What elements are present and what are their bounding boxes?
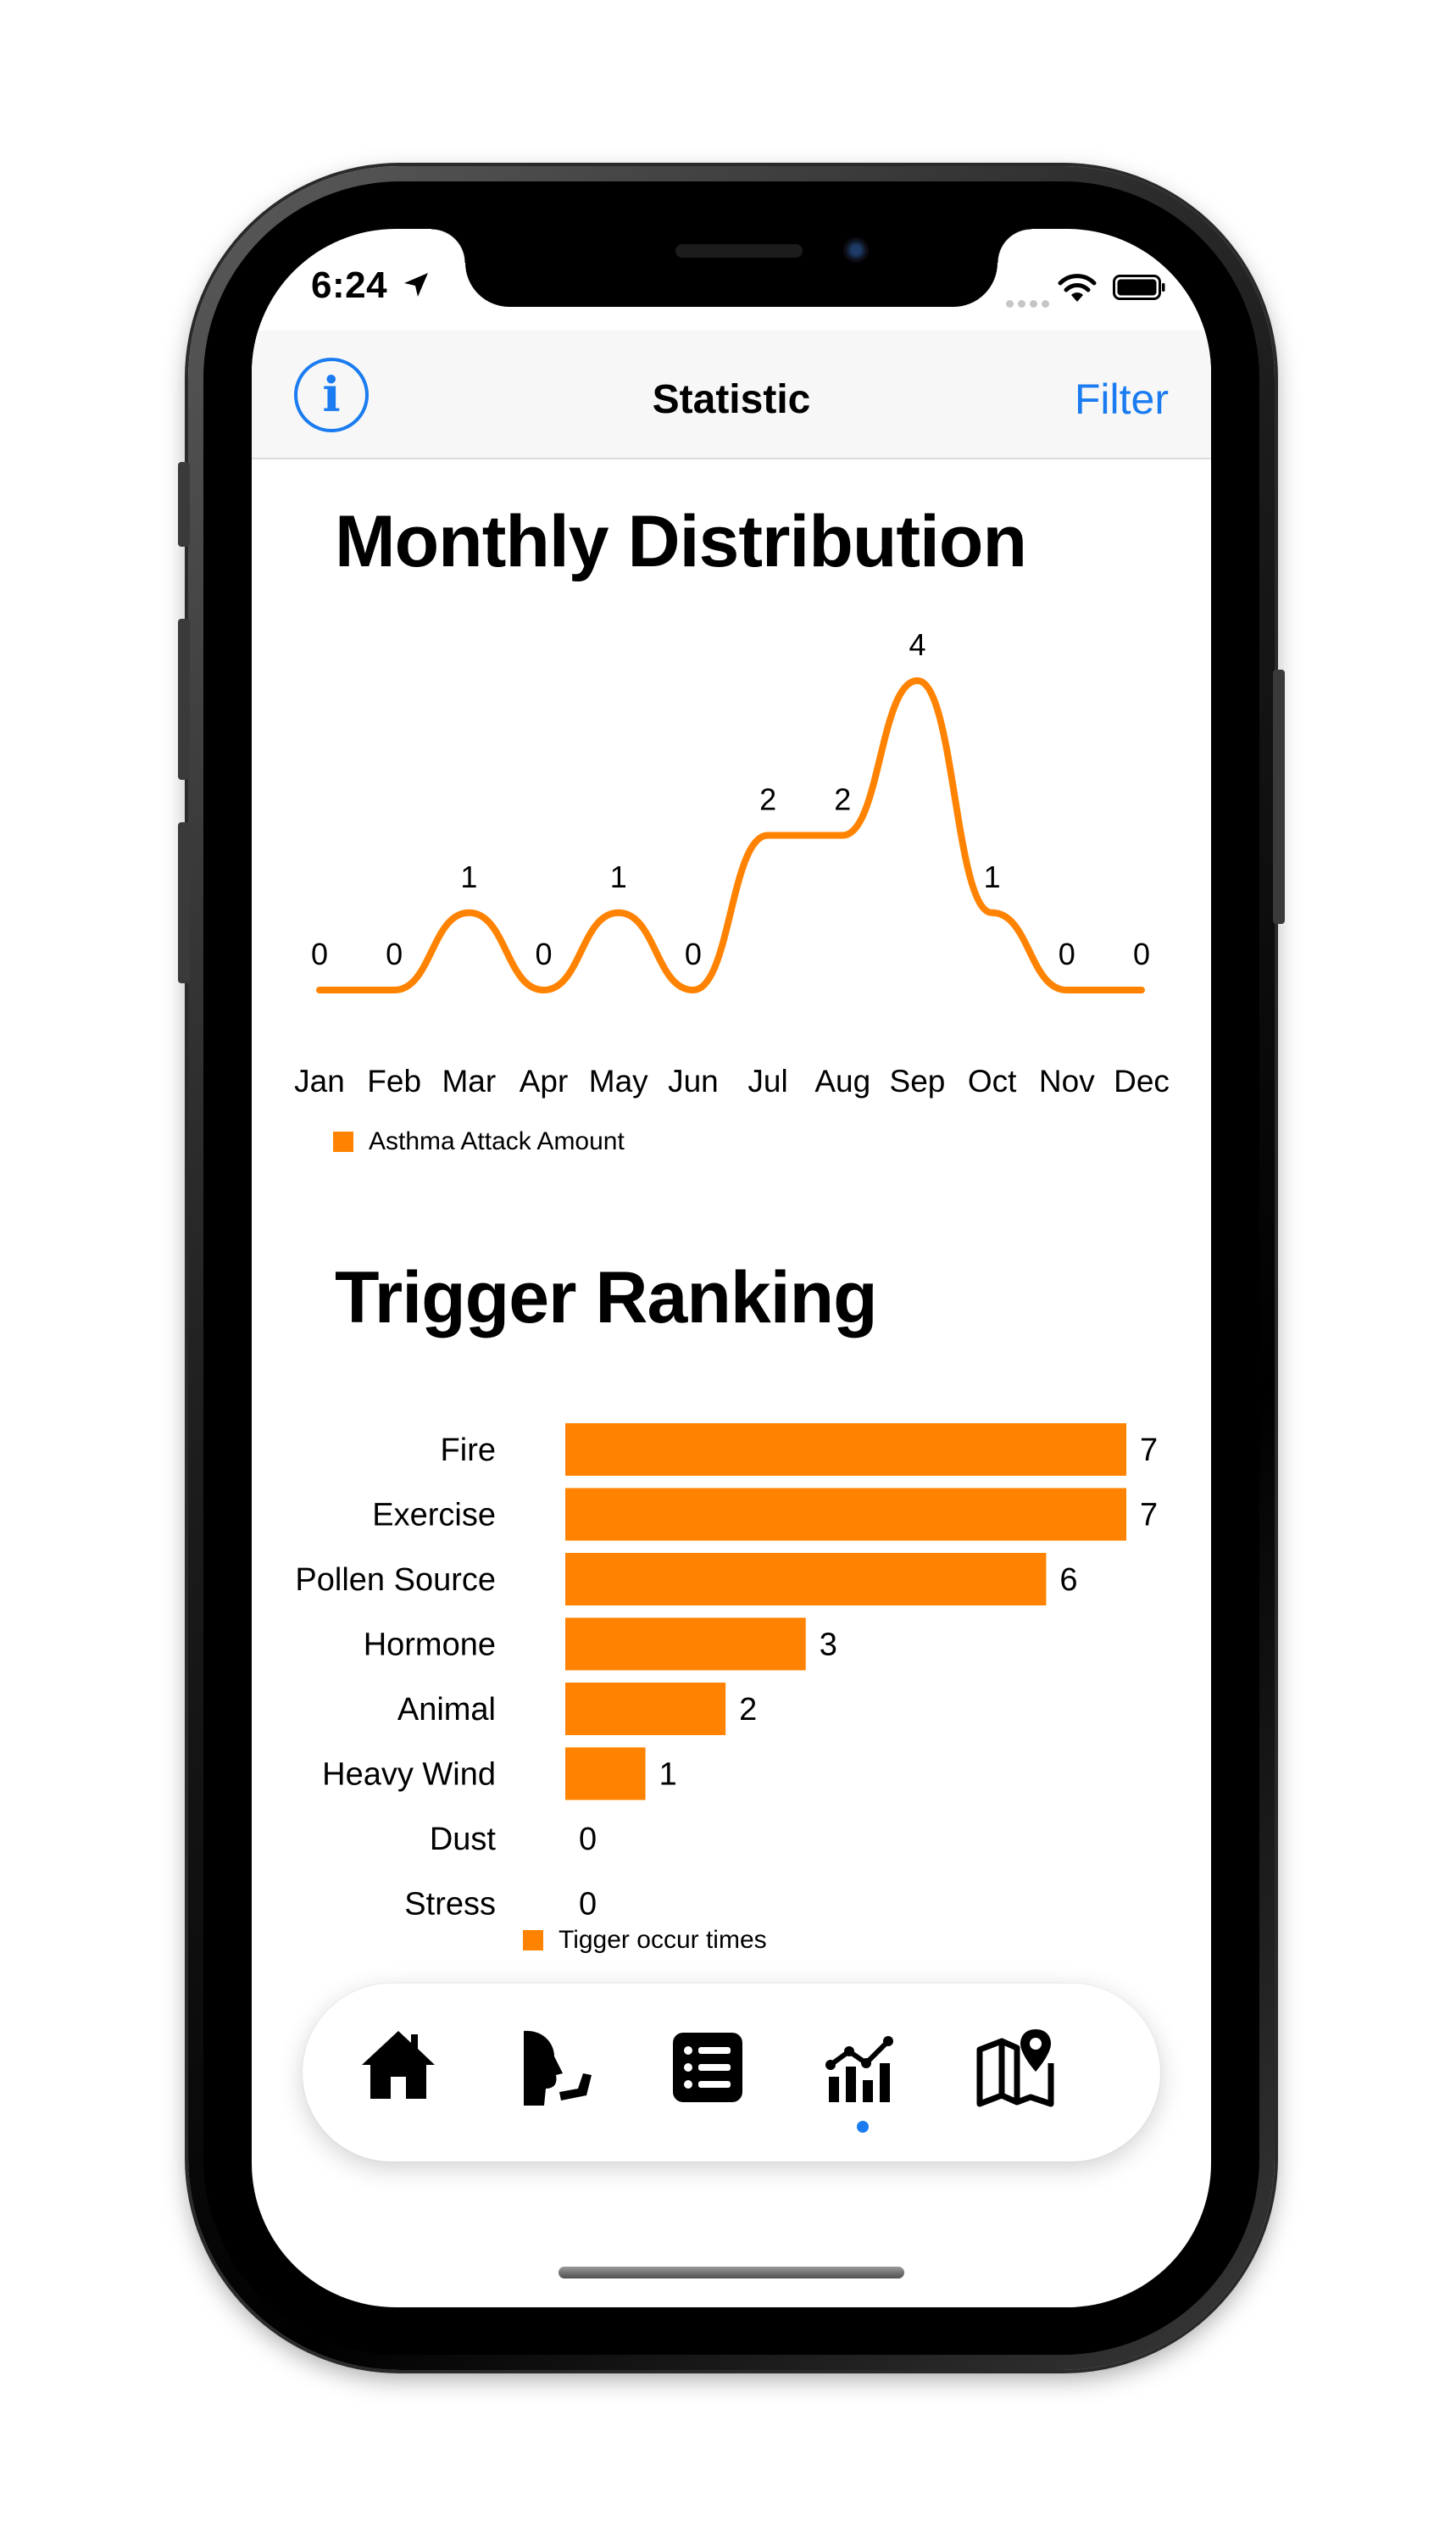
legend-label: Asthma Attack Amount: [369, 1127, 625, 1155]
trigger-ranking-title: Trigger Ranking: [335, 1257, 878, 1338]
x-tick-may: May: [589, 1064, 648, 1099]
y-tick-animal: Animal: [397, 1692, 496, 1728]
volume-down-button: [178, 822, 190, 983]
bar-fire: [565, 1423, 1126, 1476]
monthly-distribution-title: Monthly Distribution: [335, 501, 1027, 582]
home-indicator: [559, 2267, 904, 2278]
data-label-jan: 0: [311, 937, 328, 971]
bar-value-pollen-source: 6: [1059, 1562, 1077, 1598]
data-label-apr: 0: [536, 937, 553, 971]
home-icon: [362, 2031, 435, 2099]
data-label-dec: 0: [1133, 937, 1150, 971]
bar-value-stress: 0: [579, 1887, 597, 1922]
speaker-grille: [675, 244, 803, 258]
silent-switch: [178, 462, 190, 547]
bar-exercise: [565, 1488, 1126, 1541]
x-tick-oct: Oct: [968, 1064, 1017, 1099]
bar-value-animal: 2: [739, 1692, 757, 1728]
x-tick-dec: Dec: [1114, 1064, 1170, 1099]
legend-swatch: [333, 1132, 353, 1152]
x-tick-jun: Jun: [668, 1064, 719, 1099]
data-label-oct: 1: [984, 860, 1001, 894]
x-tick-jul: Jul: [747, 1064, 787, 1099]
y-tick-pollen-source: Pollen Source: [295, 1562, 496, 1598]
data-label-feb: 0: [386, 937, 403, 971]
y-tick-heavy-wind: Heavy Wind: [322, 1757, 496, 1793]
line-chart-legend: Asthma Attack Amount: [333, 1127, 625, 1156]
screen: 6:24 i Statistic Filter Monthly Distribu…: [252, 229, 1211, 2307]
tab-list[interactable]: [661, 2021, 754, 2114]
x-tick-aug: Aug: [814, 1064, 870, 1099]
data-label-may: 1: [610, 860, 627, 894]
x-tick-jan: Jan: [294, 1064, 345, 1099]
filter-button[interactable]: Filter: [1074, 376, 1169, 423]
tab-statistic[interactable]: [815, 2021, 909, 2114]
wifi-icon: [1058, 274, 1097, 302]
bar-pollen-source: [565, 1553, 1047, 1605]
y-tick-hormone: Hormone: [364, 1627, 496, 1663]
volume-up-button: [178, 619, 190, 780]
tab-cough[interactable]: [507, 2021, 600, 2114]
coughing-person-icon: [524, 2030, 592, 2106]
page-title: Statistic: [652, 377, 811, 422]
x-tick-feb: Feb: [367, 1064, 421, 1099]
tab-bar: [303, 1984, 1160, 2162]
y-tick-stress: Stress: [404, 1887, 496, 1922]
trigger-bar-chart: Fire 7 Exercise 7 Pollen Source 6 Hormone 3 Anim…: [295, 1423, 1158, 1922]
bar-value-exercise: 7: [1140, 1498, 1158, 1533]
tab-home[interactable]: [352, 2021, 445, 2114]
chart-icon: [825, 2036, 893, 2102]
location-arrow-icon: [404, 273, 428, 297]
front-camera: [843, 237, 869, 263]
legend-label: Tigger occur times: [559, 1926, 767, 1954]
x-tick-nov: Nov: [1039, 1064, 1095, 1099]
bar-hormone: [565, 1617, 806, 1671]
bar-heavy-wind: [565, 1747, 646, 1800]
cellular-signal-icon: [1006, 297, 1053, 312]
battery-icon: [1113, 275, 1165, 300]
x-tick-mar: Mar: [442, 1064, 496, 1099]
map-pin-icon: [976, 2029, 1054, 2107]
y-tick-dust: Dust: [430, 1822, 497, 1857]
info-button[interactable]: i: [294, 358, 369, 432]
tab-map[interactable]: [970, 2021, 1063, 2114]
bar-animal: [565, 1683, 726, 1735]
power-button: [1273, 670, 1285, 924]
data-label-nov: 0: [1059, 937, 1075, 971]
bar-value-fire: 7: [1140, 1433, 1158, 1468]
bar-value-dust: 0: [579, 1822, 597, 1857]
data-label-jun: 0: [685, 937, 702, 971]
x-tick-sep: Sep: [890, 1064, 946, 1099]
info-icon: i: [322, 367, 341, 423]
bar-value-hormone: 3: [820, 1627, 837, 1663]
chart-series-line: [316, 677, 1145, 994]
data-label-sep: 4: [909, 627, 925, 662]
legend-swatch: [523, 1930, 543, 1950]
y-tick-fire: Fire: [441, 1433, 496, 1468]
data-label-jul: 2: [759, 782, 776, 817]
list-icon: [673, 2033, 742, 2102]
bar-value-heavy-wind: 1: [659, 1757, 677, 1793]
bar-chart-legend: Tigger occur times: [523, 1926, 767, 1955]
navigation-bar: i Statistic Filter: [252, 331, 1211, 459]
data-label-mar: 1: [460, 860, 477, 894]
data-label-aug: 2: [834, 782, 851, 817]
status-time: 6:24: [311, 264, 388, 306]
notch: [431, 229, 1031, 307]
selected-tab-indicator: [857, 2121, 869, 2133]
x-tick-apr: Apr: [520, 1064, 569, 1099]
monthly-line-chart: 0 0 1 0 1 0 2 2 4 1 0 0 Jan Feb Mar Apr May Jun Jul Aug Sep…: [294, 627, 1170, 1099]
y-tick-exercise: Exercise: [372, 1498, 496, 1533]
